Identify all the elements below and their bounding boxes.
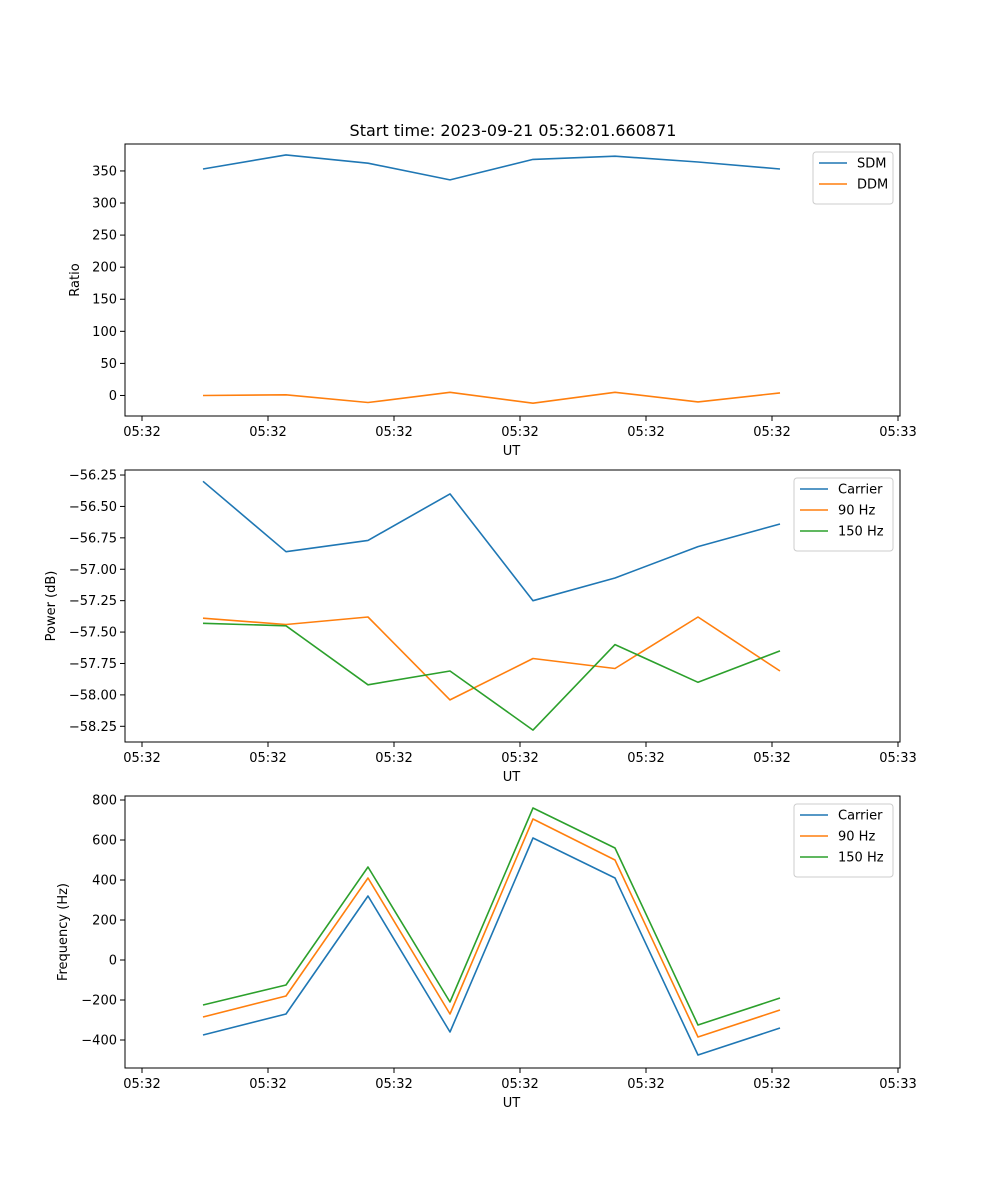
y-tick-label: 800 — [92, 794, 117, 809]
x-tick-label: 05:32 — [123, 1077, 160, 1092]
x-tick-label: 05:32 — [123, 751, 160, 766]
legend-box — [812, 151, 894, 205]
legend: Carrier 90 Hz 150 Hz — [793, 477, 894, 552]
x-tick-label: 05:32 — [627, 425, 664, 440]
y-tick-label: 400 — [92, 874, 117, 889]
x-axis-label: UT — [503, 1096, 521, 1111]
x-axis-label: UT — [503, 444, 521, 459]
y-tick-label: −200 — [81, 994, 117, 1009]
chart-panel-2: 05:32 05:32 05:32 05:32 05:32 05:32 05:33 −58.2… — [44, 469, 917, 785]
legend-box — [793, 477, 894, 552]
legend-entry: DDM — [857, 178, 888, 193]
chart-panel-3: 05:32 05:32 05:32 05:32 05:32 05:32 05:33 −400 −… — [56, 794, 917, 1112]
x-tick-label: 05:33 — [879, 751, 916, 766]
y-tick-label: −58.00 — [69, 688, 117, 703]
series-line-sdm — [202, 154, 781, 181]
series-line-90-hz — [202, 818, 781, 1038]
y-tick-label: −56.75 — [69, 531, 117, 546]
y-tick-label: 600 — [92, 834, 117, 849]
y-axis-label: Frequency (Hz) — [56, 883, 71, 981]
x-tick-label: 05:32 — [249, 425, 286, 440]
x-tick-label: 05:32 — [753, 751, 790, 766]
y-tick-label: −57.75 — [69, 657, 117, 672]
x-tick-label: 05:32 — [249, 751, 286, 766]
x-tick-label: 05:32 — [753, 1077, 790, 1092]
x-tick-label: 05:32 — [627, 1077, 664, 1092]
x-axis-label: UT — [503, 770, 521, 785]
y-tick-label: −56.50 — [69, 500, 117, 515]
x-tick-label: 05:32 — [501, 425, 538, 440]
y-tick-label: 0 — [109, 389, 117, 404]
x-tick-label: 05:32 — [375, 751, 412, 766]
legend-entry: Carrier — [838, 809, 883, 824]
x-tick-label: 05:32 — [249, 1077, 286, 1092]
y-tick-label: 200 — [92, 261, 117, 276]
y-tick-label: 350 — [92, 164, 117, 179]
series-line-90-hz — [202, 616, 781, 701]
y-tick-label: −57.25 — [69, 594, 117, 609]
y-tick-label: 150 — [92, 293, 117, 308]
legend-entry: 150 Hz — [838, 525, 884, 540]
y-tick-label: −57.50 — [69, 626, 117, 641]
y-tick-label: −57.00 — [69, 563, 117, 578]
axes-frame — [124, 469, 901, 743]
x-tick-label: 05:32 — [375, 1077, 412, 1092]
axes-frame — [124, 795, 901, 1069]
x-tick-label: 05:33 — [879, 1077, 916, 1092]
series-line-ddm — [202, 391, 781, 405]
series-line-carrier — [202, 837, 781, 1056]
x-tick-label: 05:32 — [123, 425, 160, 440]
legend: SDM DDM — [812, 151, 894, 205]
legend: Carrier 90 Hz 150 Hz — [793, 803, 894, 878]
y-tick-label: −400 — [81, 1034, 117, 1049]
y-axis-label: Power (dB) — [44, 571, 59, 642]
legend-entry: 150 Hz — [838, 851, 884, 866]
x-tick-label: 05:32 — [627, 751, 664, 766]
legend-entry: 90 Hz — [838, 504, 875, 519]
legend-entry: SDM — [857, 157, 886, 172]
y-axis-label: Ratio — [68, 263, 83, 296]
axes-frame — [124, 143, 901, 417]
x-tick-label: 05:33 — [879, 425, 916, 440]
legend-box — [793, 803, 894, 878]
y-tick-label: 300 — [92, 197, 117, 212]
y-tick-label: 0 — [109, 954, 117, 969]
series-line-150-hz — [202, 622, 781, 731]
legend-entry: Carrier — [838, 483, 883, 498]
x-tick-label: 05:32 — [753, 425, 790, 440]
y-tick-label: 250 — [92, 229, 117, 244]
series-line-150-hz — [202, 807, 781, 1026]
y-tick-label: −56.25 — [69, 469, 117, 484]
chart-panel-1: 05:32 05:32 05:32 05:32 05:32 05:32 05:33 0 50 10… — [68, 143, 917, 459]
x-tick-label: 05:32 — [501, 751, 538, 766]
chart-title: Start time: 2023-09-21 05:32:01.660871 — [350, 121, 677, 140]
y-tick-label: −58.25 — [69, 720, 117, 735]
series-line-carrier — [202, 480, 781, 602]
y-tick-label: 100 — [92, 325, 117, 340]
x-tick-label: 05:32 — [375, 425, 412, 440]
legend-entry: 90 Hz — [838, 830, 875, 845]
y-tick-label: 50 — [100, 357, 117, 372]
x-tick-label: 05:32 — [501, 1077, 538, 1092]
y-tick-label: 200 — [92, 914, 117, 929]
